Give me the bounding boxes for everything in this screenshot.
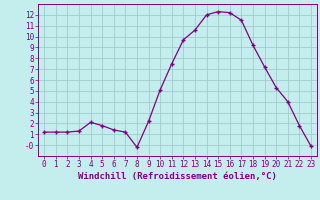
X-axis label: Windchill (Refroidissement éolien,°C): Windchill (Refroidissement éolien,°C) bbox=[78, 172, 277, 181]
